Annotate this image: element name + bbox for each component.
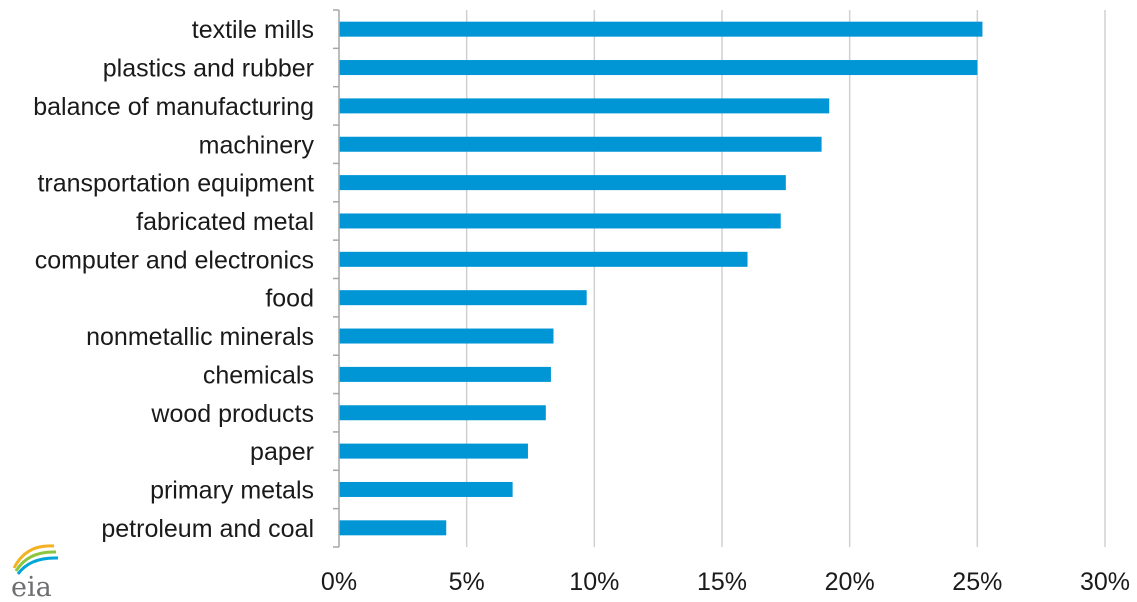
category-label-primary-metals: primary metals [150, 476, 314, 504]
bar-primary-metals [339, 481, 513, 497]
bar-petroleum-and-coal [339, 520, 447, 536]
tick-label-20: 20% [825, 568, 875, 596]
category-label-fabricated-metal: fabricated metal [136, 208, 314, 236]
value-axis-ticks: 0% 5% 10% 15% 20% 25% 30% [321, 568, 1130, 596]
bar-computer-and-electronics [339, 251, 748, 267]
bar-fabricated-metal [339, 213, 781, 229]
tick-label-10: 10% [569, 568, 619, 596]
category-label-chemicals: chemicals [203, 361, 314, 389]
logo-arc-blue [16, 556, 59, 575]
eia-logo: eia [11, 544, 59, 602]
logo-arc-green [14, 550, 57, 572]
category-label-transportation-equipment: transportation equipment [37, 170, 314, 198]
category-label-wood-products: wood products [150, 400, 314, 428]
bar-food [339, 290, 587, 306]
tick-label-15: 15% [697, 568, 747, 596]
logo-text: eia [11, 572, 52, 602]
category-label-machinery: machinery [199, 131, 315, 159]
category-label-food: food [265, 285, 314, 313]
bar-machinery [339, 136, 822, 152]
bar-paper [339, 443, 528, 459]
bar-plastics-and-rubber [339, 60, 978, 76]
category-label-textile-mills: textile mills [192, 16, 314, 44]
category-label-balance-of-manufacturing: balance of manufacturing [33, 93, 314, 121]
category-label-paper: paper [250, 438, 314, 466]
bars [339, 21, 983, 536]
category-label-computer-and-electronics: computer and electronics [35, 246, 314, 274]
category-label-plastics-and-rubber: plastics and rubber [103, 55, 314, 83]
bar-chemicals [339, 366, 551, 382]
tick-label-0: 0% [321, 568, 357, 596]
category-label-nonmetallic-minerals: nonmetallic minerals [86, 323, 314, 351]
gridlines [465, 10, 1106, 547]
bar-balance-of-manufacturing [339, 98, 830, 114]
category-labels: textile mills plastics and rubber balance … [33, 16, 314, 543]
tick-label-25: 25% [952, 568, 1002, 596]
logo-arc-yellow [12, 544, 55, 569]
bar-wood-products [339, 405, 546, 421]
category-label-petroleum-and-coal: petroleum and coal [101, 515, 314, 543]
tick-label-5: 5% [449, 568, 485, 596]
bar-transportation-equipment [339, 175, 786, 191]
category-axis [333, 9, 340, 548]
tick-label-30: 30% [1080, 568, 1130, 596]
bar-nonmetallic-minerals [339, 328, 554, 344]
bar-textile-mills [339, 21, 983, 37]
